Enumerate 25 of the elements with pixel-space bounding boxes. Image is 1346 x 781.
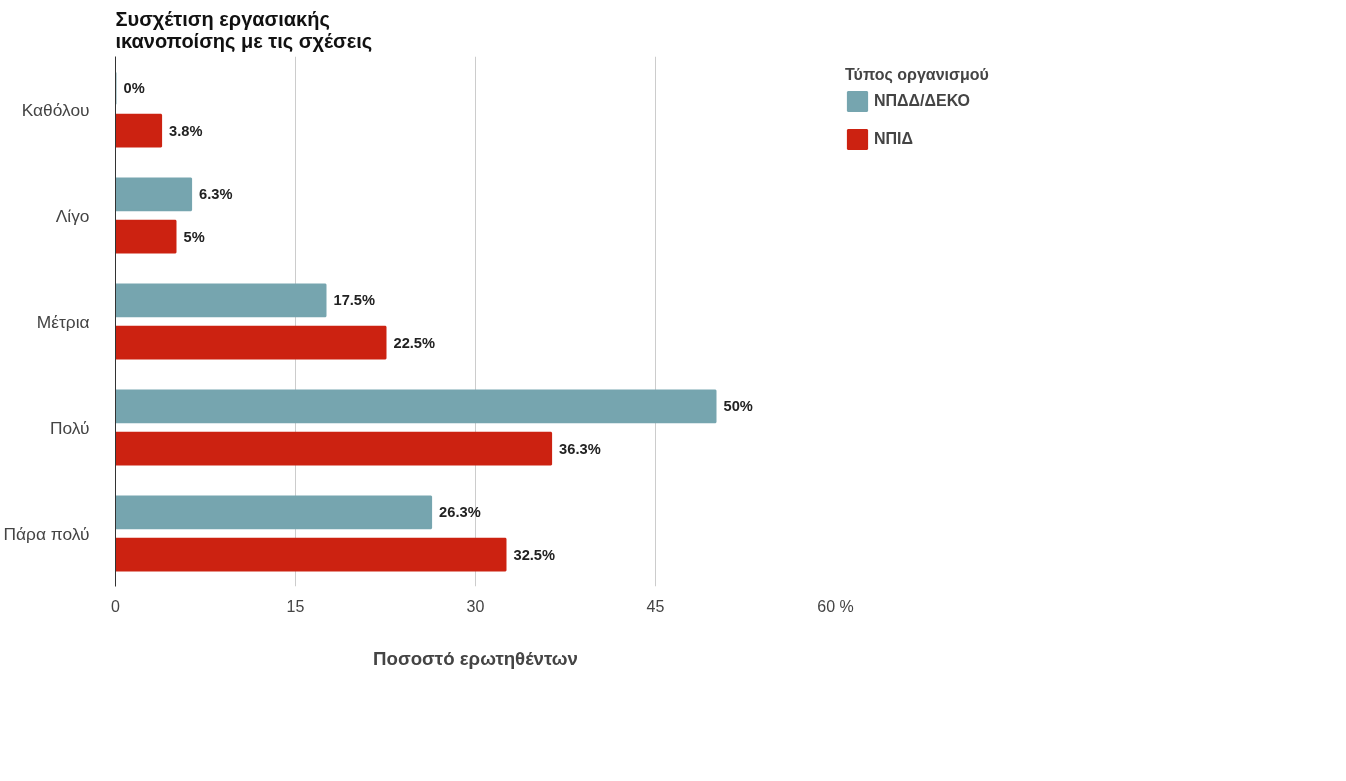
data-label: 50% [723, 398, 753, 415]
x-tick-label: 30 [466, 597, 485, 615]
data-label: 5% [183, 228, 205, 245]
x-tick-label: 15 [286, 597, 305, 615]
data-label: 22.5% [393, 334, 436, 351]
x-tick-label: 60 % [817, 597, 854, 615]
legend-label: ΝΠΔΔ/ΔΕΚΟ [874, 92, 970, 110]
y-tick-label: Πολύ [49, 417, 90, 438]
data-label: 32.5% [513, 546, 556, 563]
data-label: 26.3% [439, 504, 481, 521]
x-tick-label: 0 [111, 597, 121, 615]
y-tick-label: Πάρα πολύ [3, 523, 90, 544]
y-tick-label: Καθόλου [21, 99, 90, 120]
x-axis-title: Ποσοστό ερωτηθέντων [373, 647, 578, 669]
y-tick-label: Μέτρια [36, 311, 90, 332]
chart-title: Συσχέτιση εργασιακής ικανοποίσης με τις σχέσεις [115, 7, 373, 52]
data-label: 3.8% [169, 122, 203, 139]
data-label: 0% [123, 80, 145, 97]
data-label: 36.3% [559, 440, 601, 457]
data-label: 6.3% [199, 186, 233, 203]
data-label: 17.5% [333, 292, 376, 309]
legend-label: ΝΠΙΔ [874, 130, 914, 148]
x-tick-label: 45 [646, 597, 665, 615]
y-tick-label: Λίγο [55, 205, 90, 226]
legend-title: Τύπος οργανισμού [845, 66, 989, 84]
